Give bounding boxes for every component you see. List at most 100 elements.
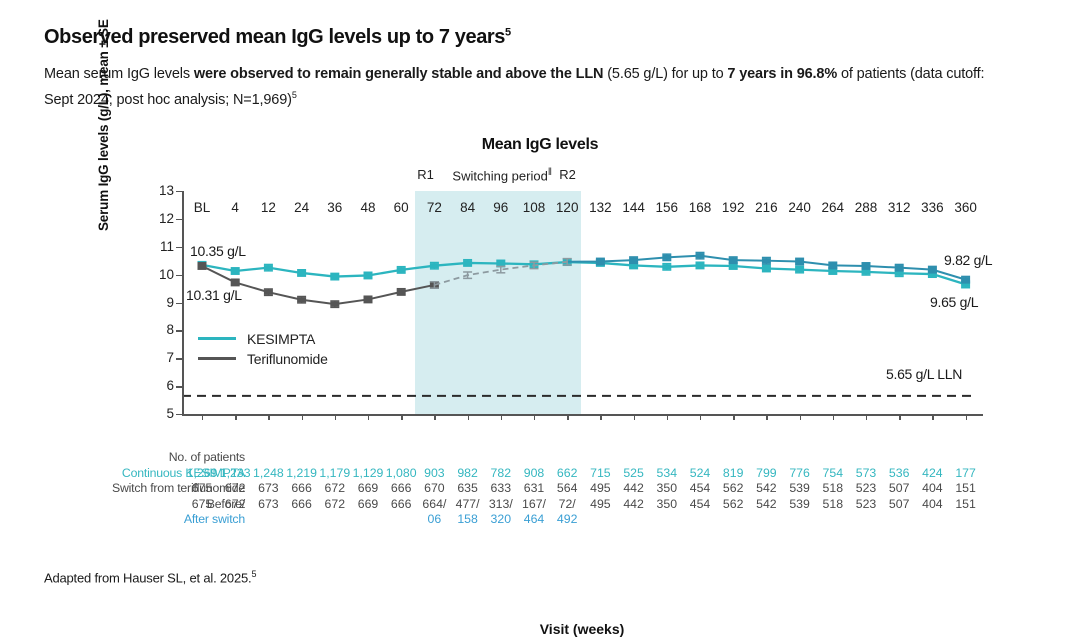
table-cell: 539 bbox=[789, 496, 810, 511]
table-row: Switch from teriflunomide 675 672 673 666 672… bbox=[0, 481, 1080, 497]
table-cell: 507 bbox=[888, 496, 910, 511]
table-cell: 313/ bbox=[488, 496, 513, 511]
annotation-lln-value: 5.65 g/L LLN bbox=[886, 366, 963, 382]
data-point-switch bbox=[662, 254, 672, 260]
x-axis-tick bbox=[666, 414, 669, 420]
slide-root: Observed preserved mean IgG levels up to… bbox=[0, 19, 1080, 637]
x-axis-tick-label: 120 bbox=[555, 200, 579, 215]
table-cell: 518 bbox=[822, 496, 844, 511]
data-point-kesimpta bbox=[894, 270, 904, 276]
chart-title: Mean IgG levels bbox=[481, 136, 599, 153]
table-cell: 404 bbox=[922, 481, 943, 495]
x-axis-tick-label: 132 bbox=[589, 200, 612, 215]
table-cell: 982 bbox=[457, 465, 478, 480]
x-axis-tick bbox=[467, 414, 469, 420]
table-cell: 320 bbox=[490, 512, 512, 526]
band-label-switching-period: Switching period‖ bbox=[452, 167, 552, 184]
data-point-switch bbox=[795, 258, 805, 265]
x-axis-tick bbox=[766, 414, 768, 420]
data-point-kesimpta bbox=[230, 268, 240, 274]
table-cell: 507 bbox=[888, 481, 910, 495]
y-axis-tick-label: 6 bbox=[166, 378, 174, 394]
table-cell: 454 bbox=[689, 481, 711, 495]
y-axis-tick bbox=[176, 191, 182, 193]
data-point-teriflunomide bbox=[297, 297, 307, 303]
y-axis-tick bbox=[176, 302, 182, 304]
table-cell: 564 bbox=[556, 481, 578, 495]
data-point-kesimpta bbox=[761, 265, 771, 272]
page-title-text: Observed preserved mean IgG levels up to… bbox=[44, 26, 506, 48]
table-cell: 350 bbox=[656, 496, 678, 511]
x-axis-tick bbox=[932, 414, 934, 420]
table-cell: 492 bbox=[556, 512, 578, 526]
data-point-kesimpta bbox=[629, 262, 639, 269]
y-axis-tick-label: 7 bbox=[166, 350, 174, 366]
data-point-kesimpta bbox=[263, 265, 273, 271]
x-axis-tick bbox=[633, 414, 635, 420]
table-cell: 776 bbox=[789, 465, 810, 480]
page-subtitle: Mean serum IgG levels were observed to r… bbox=[44, 64, 1004, 111]
y-axis-tick-label: 5 bbox=[166, 406, 174, 421]
x-axis-tick-label: 336 bbox=[921, 200, 944, 215]
data-point-switch bbox=[927, 267, 937, 273]
y-axis-tick bbox=[176, 414, 182, 416]
x-axis-tick bbox=[334, 414, 337, 420]
table-cell: 635 bbox=[457, 481, 478, 495]
table-cell: 1,269 bbox=[186, 465, 218, 480]
table-cell: 908 bbox=[523, 465, 545, 480]
x-axis-tick-label: 144 bbox=[622, 200, 645, 215]
x-axis-tick-label: 60 bbox=[393, 200, 409, 215]
x-axis-tick bbox=[965, 414, 967, 420]
data-point-switch bbox=[828, 262, 838, 269]
table-cell: 562 bbox=[722, 496, 744, 511]
x-axis-tick-label: 36 bbox=[327, 200, 343, 215]
table-cell: 1,233 bbox=[219, 465, 251, 480]
table-cell: 542 bbox=[756, 481, 777, 495]
series-line-switch-transition bbox=[434, 260, 568, 286]
data-point-switch bbox=[629, 257, 639, 263]
table-cell: 06 bbox=[427, 512, 442, 526]
table-cell: 442 bbox=[623, 481, 644, 495]
y-axis-tick bbox=[176, 330, 182, 332]
x-axis-tick bbox=[401, 414, 403, 420]
table-cell: 666 bbox=[390, 496, 412, 511]
x-axis-title: Visit (weeks) bbox=[539, 621, 625, 637]
x-axis-tick bbox=[235, 414, 237, 420]
table-cell: 782 bbox=[490, 465, 512, 480]
table-cell: 664/ bbox=[422, 496, 447, 511]
data-point-kesimpta bbox=[396, 267, 406, 273]
data-point-teriflunomide bbox=[197, 263, 207, 269]
x-axis-tick bbox=[799, 414, 801, 420]
table-cell: 666 bbox=[291, 496, 312, 511]
y-axis-tick bbox=[176, 246, 182, 249]
data-point-switch bbox=[728, 257, 738, 263]
x-axis-tick-label: 288 bbox=[854, 200, 878, 215]
legend-item-teriflunomide: Teriflunomide bbox=[198, 350, 328, 367]
subtitle-superscript: 5 bbox=[291, 90, 297, 100]
table-cell: 477/ bbox=[455, 496, 480, 511]
x-axis-tick-label: 48 bbox=[360, 200, 376, 215]
x-axis-tick bbox=[600, 414, 602, 420]
x-axis-tick-label: 168 bbox=[688, 200, 712, 215]
table-row-cells: 675 672 673 666 672 669 666 664/477/313/167/72/… bbox=[183, 497, 1013, 513]
series-canvas bbox=[182, 251, 972, 397]
y-axis-tick-label: 10 bbox=[158, 266, 174, 282]
table-row: Continuous KESIMPTA 1,269 1,233 1,248 1,219 1… bbox=[0, 466, 1080, 482]
data-point-kesimpta bbox=[496, 260, 506, 267]
table-cell: 633 bbox=[490, 481, 512, 495]
band-label-r2: R2 bbox=[559, 167, 576, 182]
x-axis-tick-label: 108 bbox=[522, 200, 546, 215]
table-cell: 177 bbox=[955, 465, 976, 480]
x-axis-tick bbox=[434, 414, 436, 420]
table-cell: 669 bbox=[357, 481, 379, 495]
legend-swatch-kesimpta bbox=[198, 336, 236, 341]
x-axis-tick-label: 240 bbox=[788, 200, 811, 215]
data-point-kesimpta bbox=[662, 264, 672, 270]
x-axis-tick-label: 264 bbox=[821, 200, 845, 215]
table-cell: 666 bbox=[390, 481, 412, 495]
table-cell: 536 bbox=[888, 465, 910, 480]
data-point-teriflunomide bbox=[396, 289, 406, 295]
subtitle-bold-1: were observed to remain generally stable… bbox=[193, 66, 604, 82]
series-line-teriflunomide bbox=[201, 265, 435, 306]
table-cell: 1,179 bbox=[319, 465, 351, 480]
